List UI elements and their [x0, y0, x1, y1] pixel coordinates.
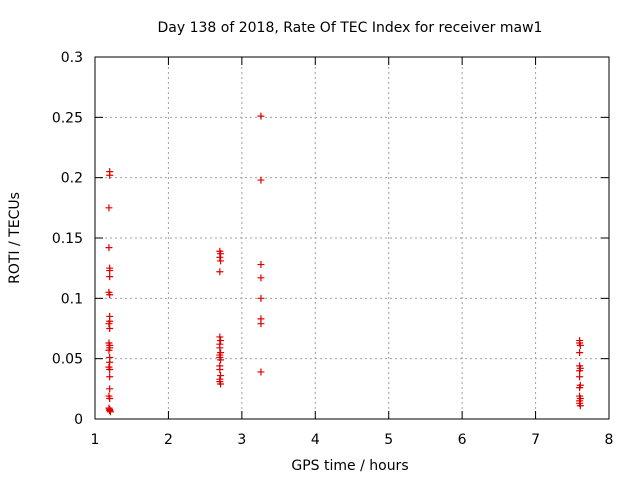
- data-point: [106, 358, 114, 366]
- y-tick-label: 0.3: [61, 50, 83, 66]
- data-point: [105, 320, 113, 328]
- x-tick-label: 2: [164, 432, 173, 448]
- data-point: [216, 344, 224, 352]
- data-point: [257, 320, 265, 328]
- data-point: [106, 366, 114, 374]
- data-point: [105, 244, 113, 252]
- data-point: [576, 373, 584, 381]
- data-point: [106, 273, 114, 281]
- data-point: [105, 346, 113, 354]
- data-point: [217, 372, 225, 380]
- axis-ticks: 1 2 3 4 5 6 7 8 0 0.05 0.1 0.15 0.2 0.25 0.3: [52, 50, 614, 448]
- y-tick-label: 0.15: [52, 231, 83, 247]
- y-tick-label: 0.05: [52, 352, 83, 368]
- y-axis-label: ROTI / TECUs: [7, 192, 23, 284]
- data-point: [217, 257, 225, 265]
- data-point: [576, 384, 584, 392]
- chart-title: Day 138 of 2018, Rate Of TEC Index for r…: [158, 20, 543, 36]
- data-point: [216, 366, 224, 374]
- data-point: [216, 253, 224, 261]
- y-tick-label: 0.25: [52, 110, 83, 126]
- data-point: [106, 408, 114, 416]
- grid: [95, 57, 609, 419]
- data-point: [257, 294, 265, 302]
- x-tick-label: 1: [91, 432, 100, 448]
- y-tick-label: 0.1: [61, 291, 83, 307]
- data-point: [217, 250, 225, 258]
- x-tick-label: 5: [384, 432, 393, 448]
- data-points: [105, 112, 584, 416]
- data-point: [576, 341, 584, 349]
- data-point: [576, 402, 584, 410]
- data-point: [217, 356, 225, 364]
- x-tick-label: 7: [531, 432, 540, 448]
- data-point: [106, 407, 114, 415]
- data-point: [257, 274, 265, 282]
- x-tick-label: 8: [605, 432, 614, 448]
- y-tick-label: 0.2: [61, 171, 83, 187]
- x-tick-label: 6: [458, 432, 467, 448]
- data-point: [106, 325, 114, 332]
- y-tick-label: 0: [74, 412, 83, 428]
- data-point: [257, 368, 265, 376]
- data-point: [105, 204, 113, 212]
- data-point: [106, 291, 114, 299]
- data-point: [257, 261, 265, 269]
- data-point: [576, 367, 584, 375]
- data-point: [216, 268, 224, 276]
- data-point: [216, 333, 224, 341]
- data-point: [257, 176, 265, 184]
- data-point: [217, 380, 225, 388]
- data-point: [106, 267, 114, 275]
- data-point: [106, 385, 114, 393]
- data-point: [217, 337, 225, 345]
- x-tick-label: 3: [237, 432, 246, 448]
- x-axis-label: GPS time / hours: [291, 458, 408, 474]
- data-point: [576, 349, 584, 357]
- x-tick-label: 4: [311, 432, 320, 448]
- data-point: [106, 394, 114, 402]
- data-point: [106, 373, 114, 381]
- data-point: [106, 171, 114, 179]
- data-point: [257, 112, 265, 120]
